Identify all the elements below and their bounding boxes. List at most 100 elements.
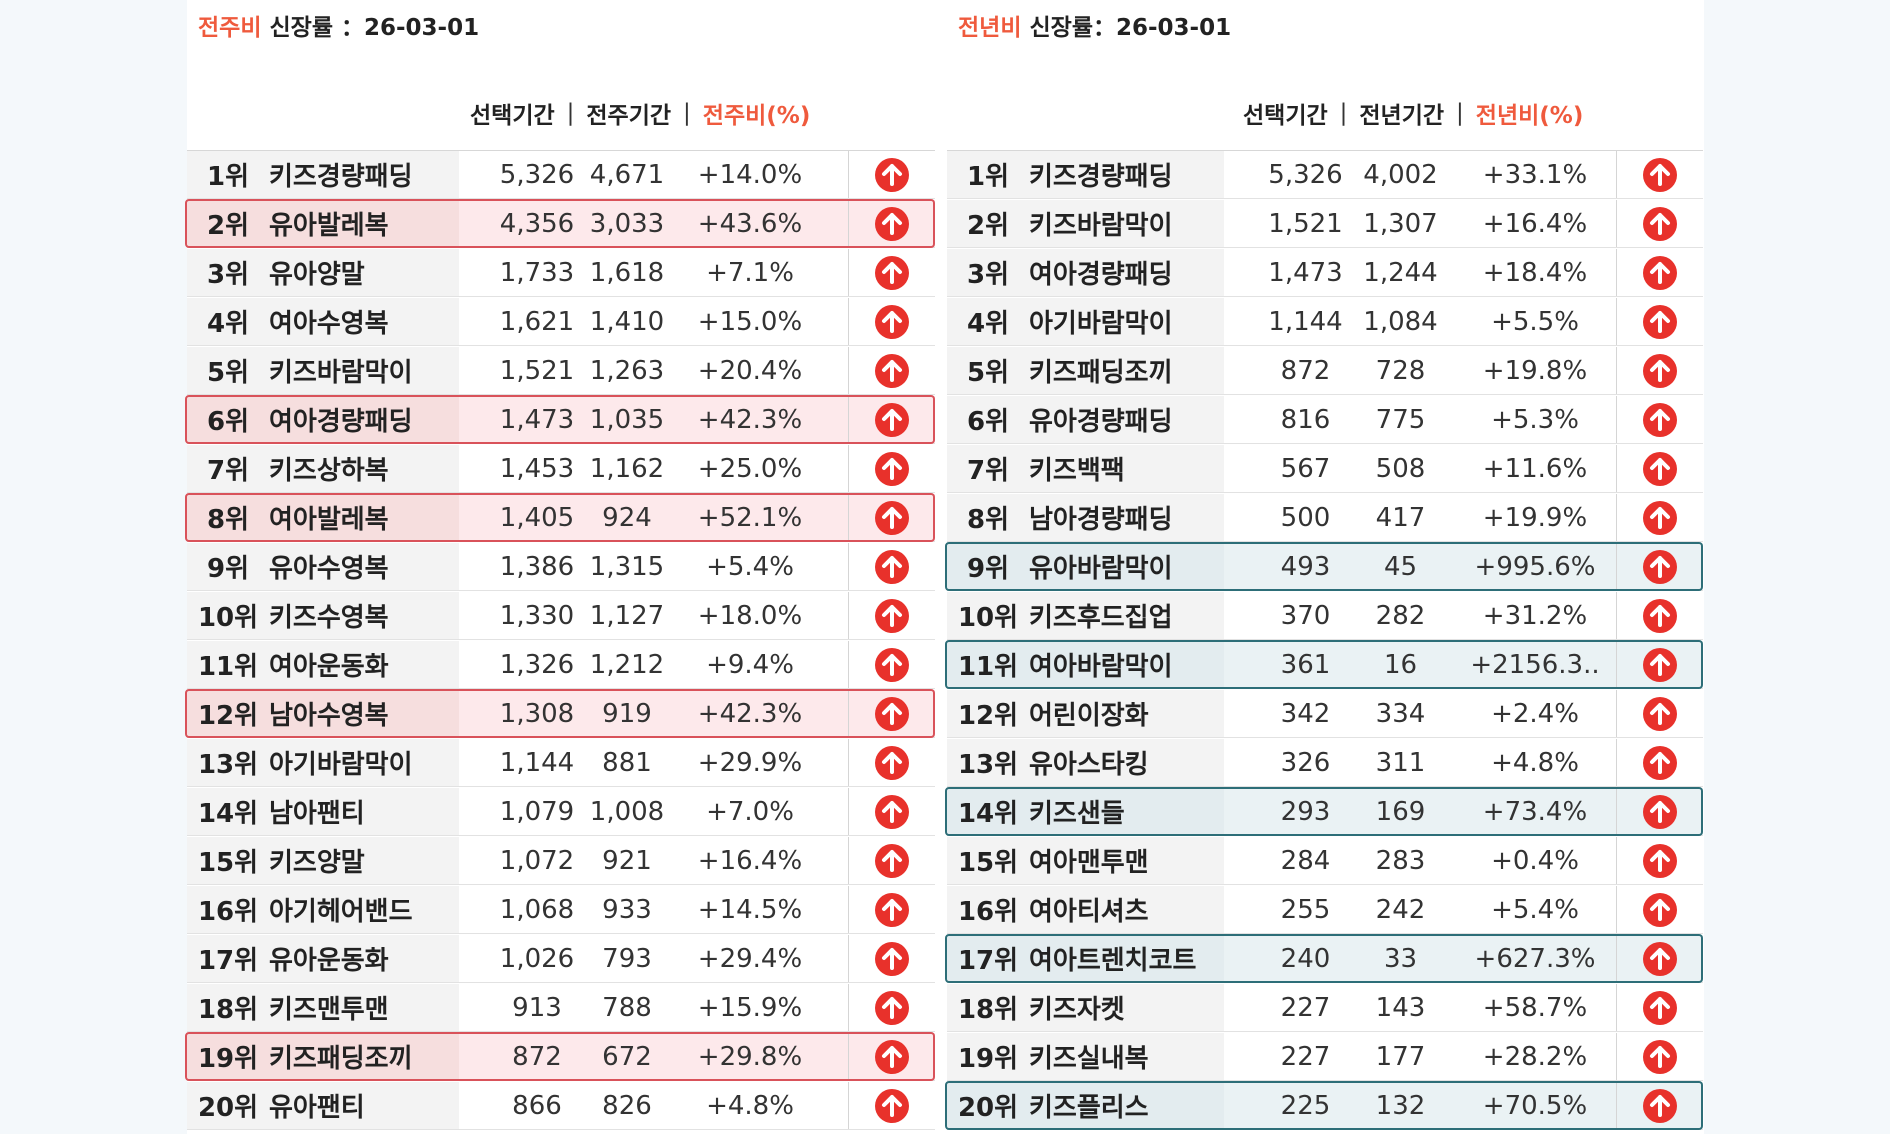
selected-period-value: 1,473 — [499, 404, 575, 435]
compare-period-value: 919 — [602, 698, 652, 729]
selected-period-value: 326 — [1280, 747, 1331, 778]
category-name: 키즈패딩조끼 — [1029, 358, 1173, 388]
selected-period-value: 1,521 — [499, 355, 575, 386]
table-row: 8위 여아발레복 1,405 924 +52.1% — [185, 493, 935, 542]
trend-cell — [848, 151, 935, 198]
compare-period-value: 728 — [1375, 355, 1426, 386]
growth-ratio-value: +28.2% — [1482, 1041, 1588, 1072]
table-row: 11위 여아운동화 1,326 1,212 +9.4% — [187, 641, 935, 689]
rank-label: 16위 — [957, 897, 1019, 927]
table-row: 4위 여아수영복 1,621 1,410 +15.0% — [187, 298, 935, 346]
table-row: 11위 여아바람막이 361 16 +2156.3.. — [945, 640, 1703, 689]
compare-period-value: 921 — [602, 845, 652, 876]
growth-ratio-value: +2.4% — [1491, 698, 1579, 729]
trend-cell — [1616, 984, 1703, 1031]
selected-period-value: 1,405 — [499, 502, 575, 533]
trend-cell — [1616, 396, 1703, 443]
rank-label: 11위 — [197, 652, 259, 682]
rank-name-cell: 19위 키즈패딩조끼 — [187, 1033, 459, 1080]
trend-cell — [848, 984, 935, 1031]
rank-label: 2위 — [206, 211, 249, 241]
growth-ratio-value: +7.0% — [706, 796, 794, 827]
category-name: 유아양말 — [269, 260, 365, 290]
category-name: 남아수영복 — [269, 701, 389, 731]
selected-period-value: 227 — [1280, 992, 1331, 1023]
rank-label: 1위 — [966, 162, 1009, 192]
selected-period-value: 1,386 — [499, 551, 575, 582]
up-arrow-icon — [1643, 304, 1677, 339]
rank-name-cell: 18위 키즈맨투맨 — [187, 984, 459, 1031]
selected-period-value: 284 — [1280, 845, 1331, 876]
panel-title: 전년비 신장률：26-03-01 — [958, 8, 1231, 42]
compare-period-value: 45 — [1383, 551, 1418, 582]
header-separator: | — [683, 100, 691, 126]
up-arrow-icon — [875, 941, 909, 976]
selected-period-value: 1,144 — [499, 747, 575, 778]
table-row: 14위 남아팬티 1,079 1,008 +7.0% — [187, 788, 935, 836]
table-row: 3위 유아양말 1,733 1,618 +7.1% — [187, 249, 935, 297]
up-arrow-icon — [875, 1039, 909, 1074]
category-name: 남아경량패딩 — [1029, 505, 1173, 535]
compare-period-value: 1,127 — [589, 600, 665, 631]
selected-period-value: 1,308 — [499, 698, 575, 729]
rank-name-cell: 14위 남아팬티 — [187, 788, 459, 835]
header-separator: | — [1339, 100, 1348, 126]
compare-period-value: 1,084 — [1363, 306, 1438, 337]
table-row: 20위 키즈플리스 225 132 +70.5% — [945, 1081, 1703, 1130]
trend-cell — [1616, 1082, 1703, 1129]
rank-label: 8위 — [206, 505, 249, 535]
up-arrow-icon — [1643, 598, 1677, 633]
table-row: 10위 키즈후드집업 370 282 +31.2% — [947, 592, 1703, 640]
rank-label: 20위 — [957, 1093, 1019, 1123]
growth-ratio-value: +5.4% — [706, 551, 794, 582]
panel-title-date: 신장률 ：26-03-01 — [269, 15, 480, 41]
header-ratio: 전년비(%) — [1475, 103, 1584, 129]
selected-period-value: 361 — [1280, 649, 1331, 680]
growth-ratio-value: +11.6% — [1482, 453, 1588, 484]
selected-period-value: 866 — [512, 1090, 562, 1121]
rank-label: 1위 — [206, 162, 249, 192]
trend-cell — [1616, 837, 1703, 884]
compare-period-value: 283 — [1375, 845, 1426, 876]
table-row: 15위 여아맨투맨 284 283 +0.4% — [947, 837, 1703, 885]
table-row: 9위 유아바람막이 493 45 +995.6% — [945, 542, 1703, 591]
rank-label: 18위 — [197, 995, 259, 1025]
rank-name-cell: 19위 키즈실내복 — [947, 1033, 1224, 1080]
growth-ratio-value: +19.8% — [1482, 355, 1588, 386]
table-row: 5위 키즈바람막이 1,521 1,263 +20.4% — [187, 347, 935, 395]
rank-label: 10위 — [957, 603, 1019, 633]
selected-period-value: 5,326 — [499, 159, 575, 190]
up-arrow-icon — [875, 353, 909, 388]
compare-period-value: 4,002 — [1363, 159, 1438, 190]
table-row: 16위 아기헤어밴드 1,068 933 +14.5% — [187, 886, 935, 934]
rank-label: 3위 — [966, 260, 1009, 290]
category-name: 키즈경량패딩 — [269, 162, 413, 192]
up-arrow-icon — [1643, 647, 1677, 682]
rank-name-cell: 10위 키즈수영복 — [187, 592, 459, 639]
compare-period-value: 881 — [602, 747, 652, 778]
trend-cell — [848, 739, 935, 786]
selected-period-value: 1,521 — [1268, 208, 1343, 239]
category-name: 여아티셔츠 — [1029, 897, 1149, 927]
category-name: 여아맨투맨 — [1029, 848, 1149, 878]
selected-period-value: 240 — [1280, 943, 1331, 974]
trend-cell — [1616, 347, 1703, 394]
trend-cell — [848, 592, 935, 639]
trend-cell — [1616, 543, 1703, 590]
rank-name-cell: 2위 키즈바람막이 — [947, 200, 1224, 247]
category-name: 유아팬티 — [269, 1093, 365, 1123]
selected-period-value: 1,453 — [499, 453, 575, 484]
rank-name-cell: 11위 여아운동화 — [187, 641, 459, 688]
rank-label: 20위 — [197, 1093, 259, 1123]
category-name: 여아발레복 — [269, 505, 389, 535]
trend-cell — [1616, 935, 1703, 982]
compare-period-value: 33 — [1383, 943, 1418, 974]
growth-ratio-value: +14.5% — [697, 894, 803, 925]
category-name: 아기바람막이 — [1029, 309, 1173, 339]
growth-ratio-value: +5.5% — [1491, 306, 1579, 337]
rank-label: 6위 — [966, 407, 1009, 437]
rank-name-cell: 14위 키즈샌들 — [947, 788, 1224, 835]
table-row: 2위 유아발레복 4,356 3,033 +43.6% — [185, 199, 935, 248]
rank-label: 11위 — [957, 652, 1019, 682]
table-row: 14위 키즈샌들 293 169 +73.4% — [945, 787, 1703, 836]
